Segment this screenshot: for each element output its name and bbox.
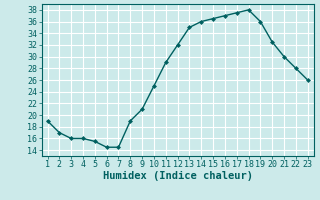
X-axis label: Humidex (Indice chaleur): Humidex (Indice chaleur) xyxy=(103,171,252,181)
